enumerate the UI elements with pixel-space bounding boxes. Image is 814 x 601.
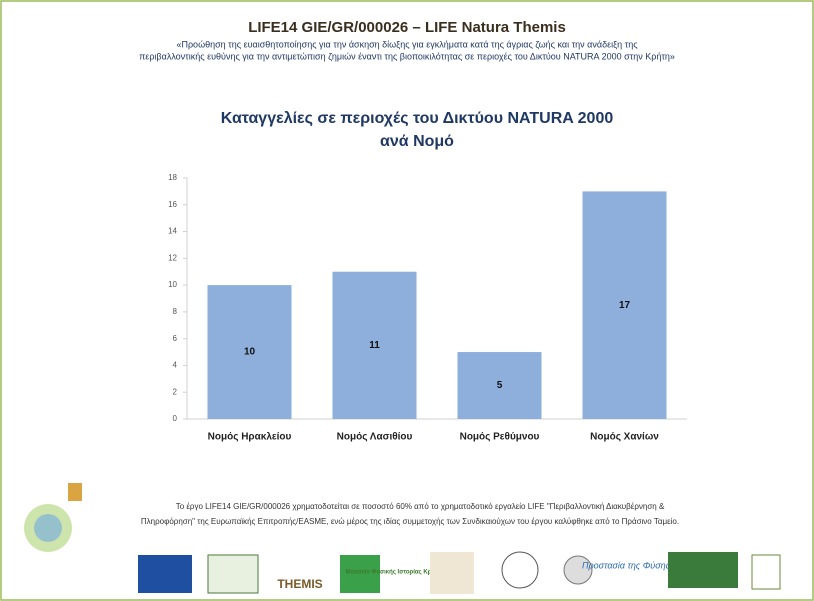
logo-seal bbox=[430, 552, 474, 594]
data-label: 11 bbox=[369, 340, 380, 351]
y-tick-label: 12 bbox=[168, 253, 177, 262]
bar bbox=[457, 352, 542, 419]
bar bbox=[582, 191, 667, 419]
bar bbox=[332, 271, 417, 419]
data-label: 10 bbox=[244, 347, 256, 358]
footer-text: Πληροφόρηση" της Ευρωπαϊκής Επιτροπής/EA… bbox=[141, 517, 679, 526]
chart-title: ανά Νομό bbox=[380, 133, 454, 150]
y-tick-label: 14 bbox=[168, 227, 177, 236]
data-label: 5 bbox=[497, 380, 503, 391]
logos: THEMIS Μουσείο Φυσικής Ιστορίας Κρήτης Π… bbox=[24, 483, 781, 594]
logo-org bbox=[751, 554, 781, 590]
y-tick-label: 8 bbox=[173, 307, 178, 316]
y-tick-label: 18 bbox=[168, 173, 177, 182]
logo-museum bbox=[340, 555, 380, 593]
logo-natura bbox=[207, 554, 259, 594]
y-tick-label: 0 bbox=[173, 414, 178, 423]
footer-text: Το έργο LIFE14 GIE/GR/000026 χρηματοδοτε… bbox=[176, 502, 665, 511]
header-subtitle: περιβαλλοντικής ευθύνης για την αντιμετώ… bbox=[139, 51, 675, 61]
x-tick-label: Νομός Χανίων bbox=[590, 432, 659, 443]
y-tick-label: 16 bbox=[168, 200, 177, 209]
bar bbox=[207, 285, 292, 419]
logo-icon bbox=[68, 483, 82, 501]
logo-org bbox=[668, 552, 738, 588]
data-label: 17 bbox=[619, 300, 631, 311]
logo-fingerprint bbox=[34, 514, 62, 542]
logo-eu bbox=[138, 555, 192, 593]
y-tick-label: 2 bbox=[173, 387, 178, 396]
logo-text: Προστασία της Φύσης bbox=[582, 560, 671, 570]
logo-text: Μουσείο Φυσικής Ιστορίας Κρήτης bbox=[345, 570, 444, 576]
logo-text: THEMIS bbox=[277, 577, 322, 591]
logo-seal bbox=[501, 551, 539, 589]
logo-seal bbox=[563, 555, 593, 585]
y-tick-label: 10 bbox=[168, 280, 177, 289]
x-tick-label: Νομός Λασιθίου bbox=[337, 432, 413, 443]
chart-title: Καταγγελίες σε περιοχές του Δικτύου NATU… bbox=[221, 110, 614, 127]
x-tick-label: Νομός Ηρακλείου bbox=[208, 432, 292, 443]
x-tick-label: Νομός Ρεθύμνου bbox=[460, 432, 540, 443]
header-subtitle: «Προώθηση της ευαισθητοποίησης για την ά… bbox=[176, 39, 638, 49]
y-tick-label: 4 bbox=[173, 361, 178, 370]
header-title: LIFE14 GIE/GR/000026 – LIFE Natura Themi… bbox=[248, 19, 566, 36]
y-tick-label: 6 bbox=[173, 334, 178, 343]
